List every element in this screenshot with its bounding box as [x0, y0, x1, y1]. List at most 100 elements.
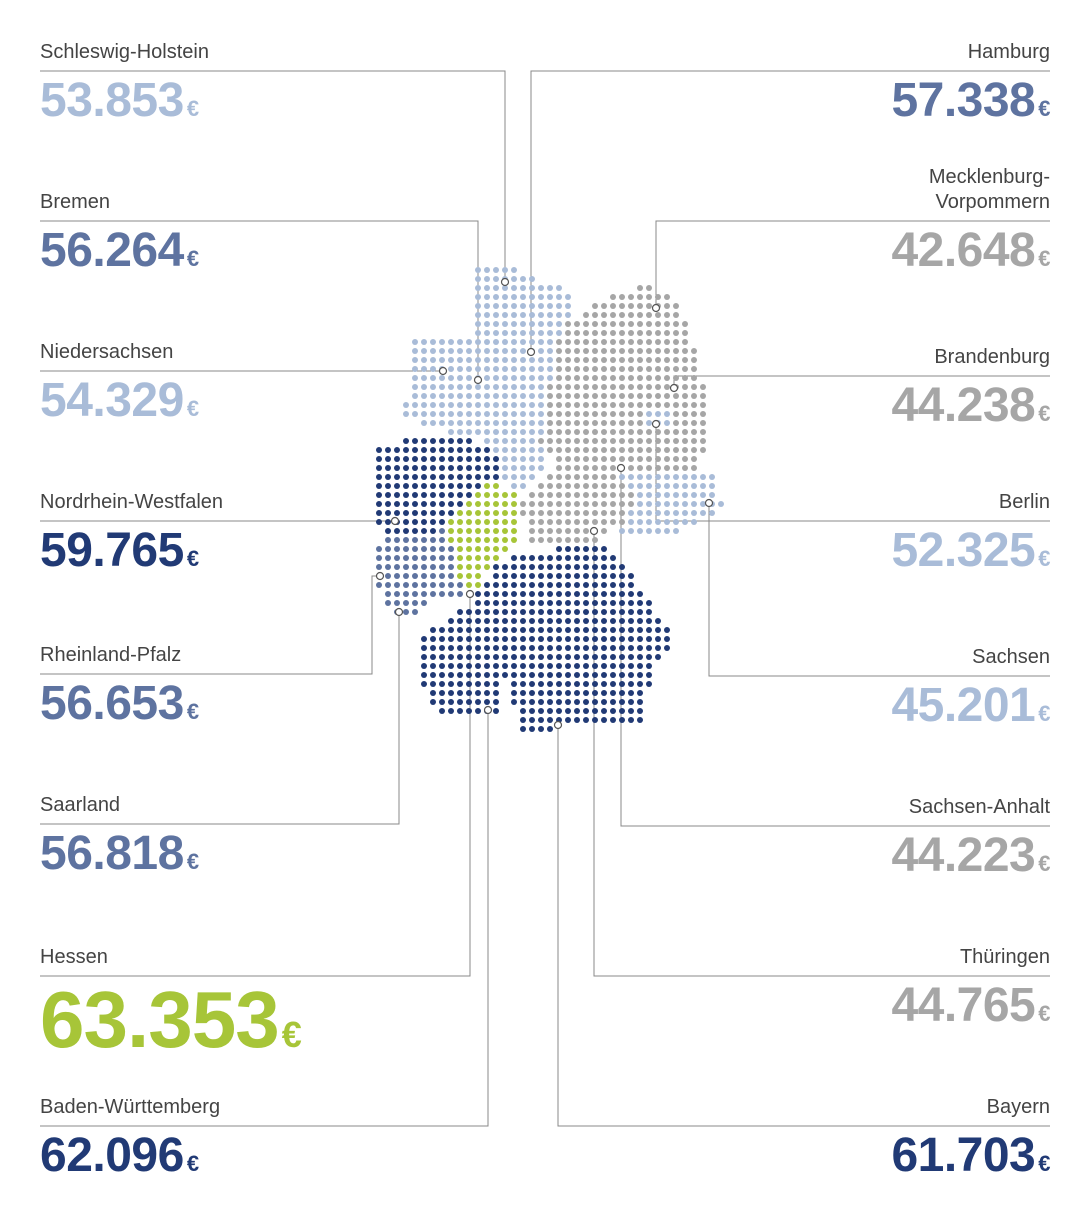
map-dot: [511, 312, 517, 318]
map-dot: [529, 645, 535, 651]
map-dot: [583, 384, 589, 390]
map-dot: [439, 411, 445, 417]
map-dot: [538, 456, 544, 462]
map-dot: [673, 348, 679, 354]
map-dot: [610, 384, 616, 390]
map-dot: [547, 375, 553, 381]
map-dot: [547, 609, 553, 615]
map-dot: [385, 447, 391, 453]
map-dot: [664, 348, 670, 354]
map-dot: [691, 402, 697, 408]
map-dot: [457, 546, 463, 552]
map-dot: [502, 645, 508, 651]
map-dot: [619, 375, 625, 381]
map-dot: [529, 456, 535, 462]
map-dot: [502, 465, 508, 471]
map-dot: [520, 312, 526, 318]
map-dot: [448, 582, 454, 588]
map-dot: [628, 672, 634, 678]
map-dot: [565, 294, 571, 300]
map-dot: [682, 429, 688, 435]
map-dot: [610, 339, 616, 345]
leader-saarland: [40, 612, 400, 825]
state-sachsen-anhalt: Sachsen-Anhalt 44.223 €: [580, 795, 1050, 892]
map-dot: [466, 429, 472, 435]
map-dot: [592, 366, 598, 372]
map-dot: [556, 438, 562, 444]
map-dot: [646, 528, 652, 534]
map-dot: [466, 465, 472, 471]
map-dot: [529, 663, 535, 669]
map-dot: [610, 519, 616, 525]
map-dot: [520, 393, 526, 399]
map-dot: [457, 519, 463, 525]
map-dot: [529, 519, 535, 525]
map-dot: [412, 393, 418, 399]
state-value: 45.201 €: [891, 679, 1050, 732]
map-dot: [385, 564, 391, 570]
map-dot: [511, 465, 517, 471]
map-dot: [628, 330, 634, 336]
map-dot: [655, 618, 661, 624]
map-dot: [475, 411, 481, 417]
map-dot: [637, 591, 643, 597]
map-dot: [592, 609, 598, 615]
map-dot: [475, 474, 481, 480]
map-dot: [601, 483, 607, 489]
map-dot: [583, 465, 589, 471]
map-dot: [412, 600, 418, 606]
map-dot: [493, 609, 499, 615]
map-dot: [691, 429, 697, 435]
state-bremen: Bremen 56.264 €: [40, 190, 510, 287]
map-dot: [628, 411, 634, 417]
map-dot: [394, 483, 400, 489]
map-dot: [637, 528, 643, 534]
map-dot: [601, 501, 607, 507]
anchor-dot: [465, 589, 475, 599]
map-dot: [565, 645, 571, 651]
map-dot: [529, 357, 535, 363]
map-dot: [637, 312, 643, 318]
map-dot: [601, 303, 607, 309]
map-dot: [457, 555, 463, 561]
map-dot: [610, 420, 616, 426]
map-dot: [439, 492, 445, 498]
state-name: Baden-Württemberg: [40, 1096, 221, 1118]
map-dot: [448, 339, 454, 345]
map-dot: [592, 672, 598, 678]
map-dot: [628, 573, 634, 579]
map-dot: [448, 456, 454, 462]
map-dot: [457, 366, 463, 372]
map-dot: [574, 555, 580, 561]
map-dot: [493, 627, 499, 633]
map-dot: [583, 573, 589, 579]
map-dot: [430, 339, 436, 345]
map-dot: [439, 555, 445, 561]
map-dot: [655, 357, 661, 363]
map-dot: [628, 357, 634, 363]
map-dot: [565, 663, 571, 669]
map-dot: [610, 708, 616, 714]
map-dot: [574, 510, 580, 516]
map-dot: [601, 465, 607, 471]
map-dot: [556, 546, 562, 552]
map-dot: [511, 645, 517, 651]
map-dot: [601, 681, 607, 687]
map-dot: [664, 438, 670, 444]
map-dot: [664, 510, 670, 516]
map-dot: [628, 321, 634, 327]
map-dot: [682, 501, 688, 507]
map-dot: [538, 591, 544, 597]
map-dot: [439, 528, 445, 534]
map-dot: [511, 564, 517, 570]
map-dot: [664, 465, 670, 471]
state-mecklenburg-vorpommern: Mecklenburg- Vorpommern 42.648 €: [580, 165, 1050, 287]
map-dot: [421, 492, 427, 498]
map-dot: [646, 420, 652, 426]
map-dot: [403, 510, 409, 516]
map-dot: [394, 528, 400, 534]
map-dot: [646, 348, 652, 354]
map-dot: [529, 474, 535, 480]
map-dot: [457, 492, 463, 498]
map-dot: [628, 501, 634, 507]
